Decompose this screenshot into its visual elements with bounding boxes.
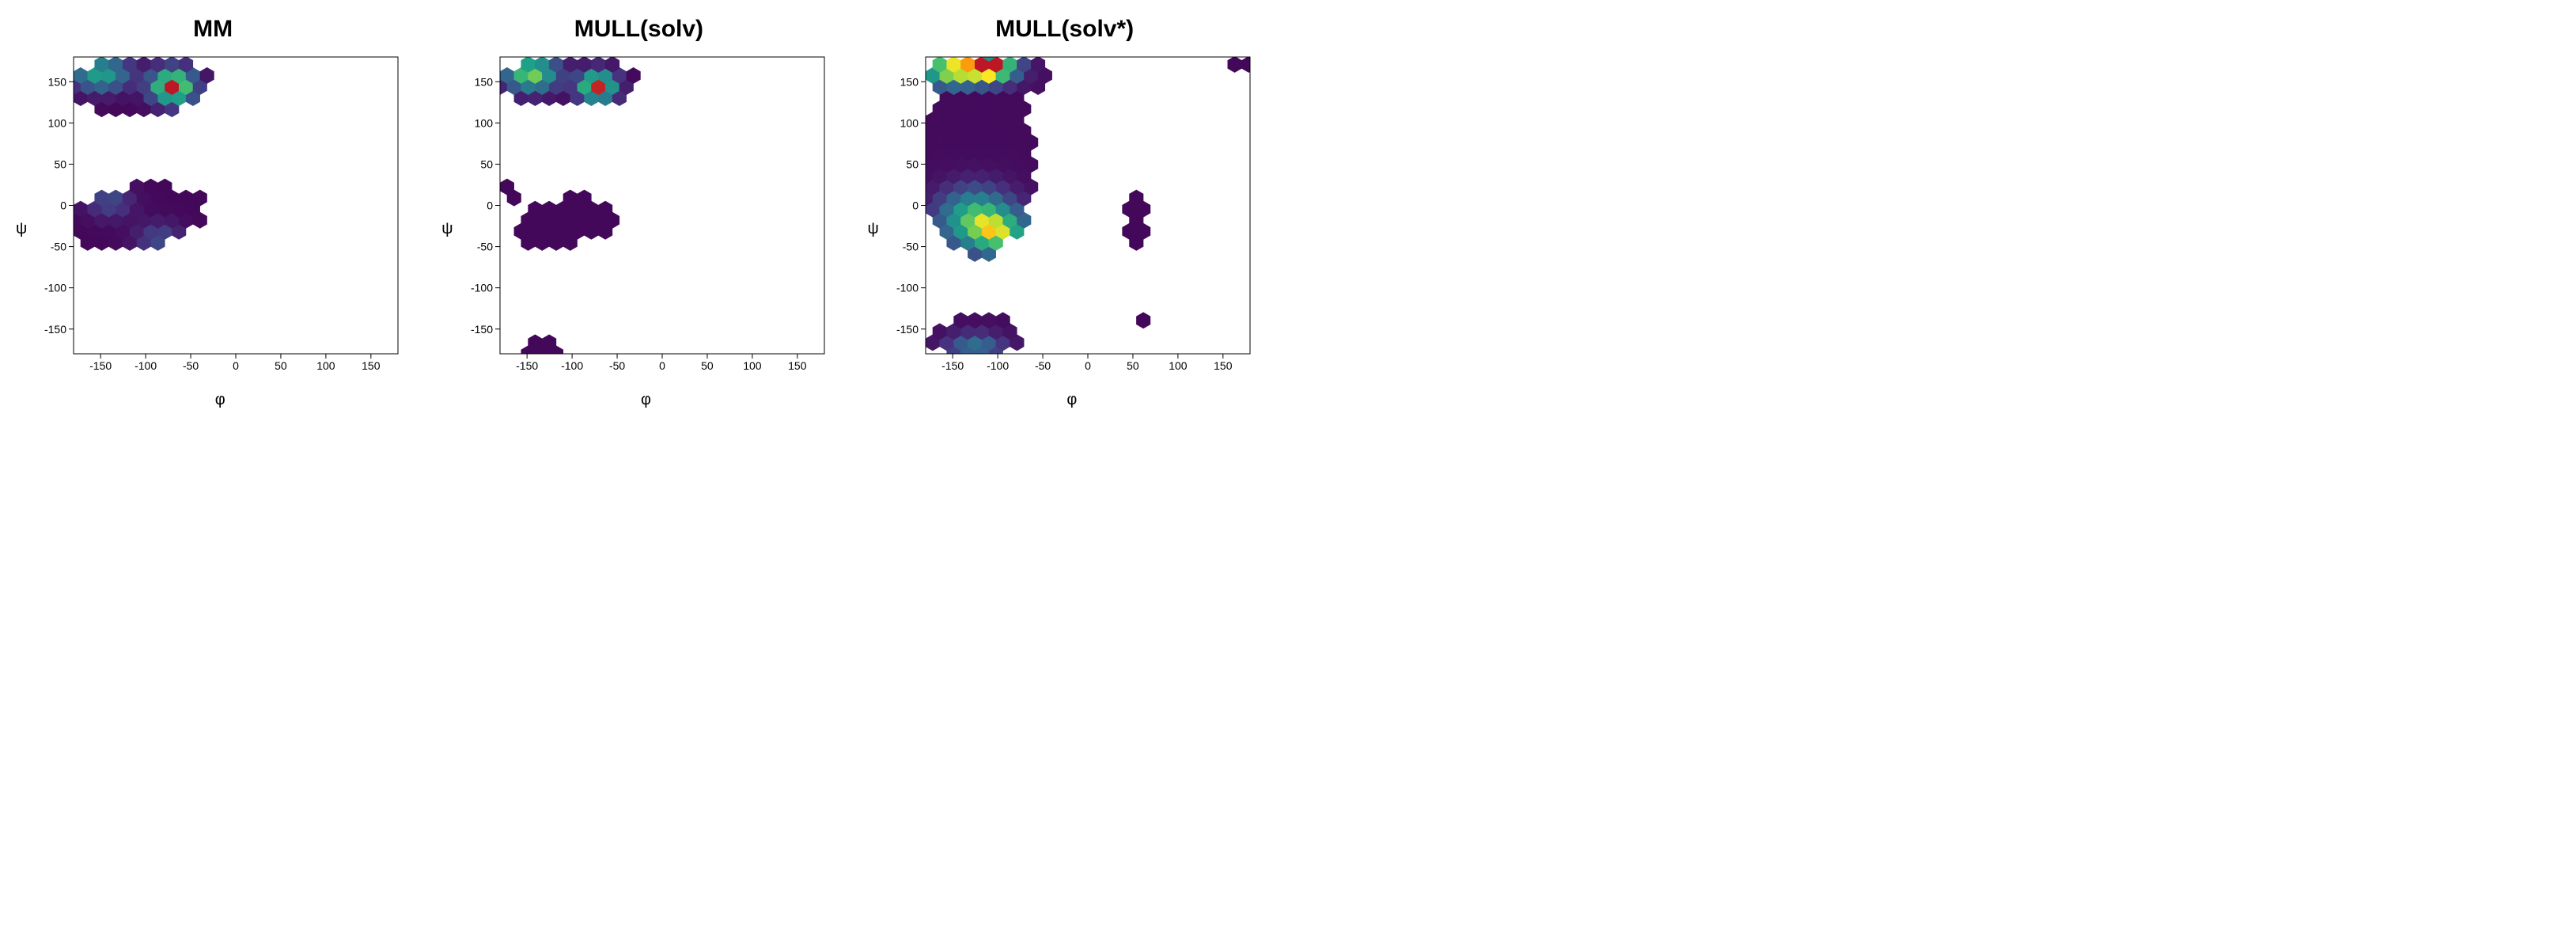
- y-tick-label: 100: [474, 116, 493, 129]
- panel-mull_solv: MULL(solv)ψ-150-100-50050100150-150-100-…: [441, 16, 835, 409]
- plot-wrap: ψ -150 -100 -50 0 50 100 150 -150 -100 -50 0 50 100 15…: [868, 49, 1262, 409]
- x-axis-label: φ: [1066, 391, 1077, 409]
- plot-wrap: ψ -150 -100 -50 0 50 100 150 -150 -100 -50 0 50 100 15…: [16, 49, 410, 409]
- y-tick-label: 150: [900, 75, 919, 88]
- hexbin-plot-mull_solv_star: -150 -100 -50 0 50 100 150 -150 -100 -50 0 50 100 150: [882, 49, 1262, 389]
- x-tick-label: 50: [1127, 359, 1139, 372]
- x-axis-label: φ: [215, 391, 225, 409]
- y-axis-label: ψ: [16, 220, 27, 238]
- x-tick-label: 100: [316, 359, 335, 372]
- y-tick-label: 50: [480, 157, 493, 170]
- panels-row: MM ψ -150 -100 -50 0 50 100 150 -150 -100 -50 0 50 100…: [16, 16, 2560, 409]
- x-tick-label: 0: [659, 359, 665, 372]
- y-tick-label: 150: [474, 75, 493, 88]
- x-tick-label: 0: [1085, 359, 1091, 372]
- y-tick-label: -50: [51, 241, 66, 253]
- x-axis-label: φ: [641, 391, 651, 409]
- hexbin-plot-mm: -150 -100 -50 0 50 100 150 -150 -100 -50 0 50 100 150: [30, 49, 410, 389]
- y-tick-label: -100: [471, 282, 493, 294]
- x-tick-label: 150: [362, 359, 381, 372]
- plot-wrap: ψ -150 -100 -50 0 50 100 150 -150 -100 -50 0 50 100 15…: [441, 49, 835, 409]
- panel-title: MULL(solv): [574, 16, 703, 43]
- x-tick-label: -100: [134, 359, 157, 372]
- panel-mm: MM ψ -150 -100 -50 0 50 100 150 -150 -100 -50 0 50 100…: [16, 16, 410, 409]
- x-tick-label: 150: [788, 359, 807, 372]
- y-tick-label: -100: [896, 282, 919, 294]
- x-tick-label: -50: [183, 359, 199, 372]
- x-tick-label: -150: [89, 359, 112, 372]
- x-tick-label: 100: [1169, 359, 1188, 372]
- plot-column: -150 -100 -50 0 50 100 150 -150 -100 -50 0 50 100 150…: [882, 49, 1262, 409]
- x-tick-label: -50: [608, 359, 624, 372]
- x-tick-label: -150: [941, 359, 964, 372]
- plot-column: -150 -100 -50 0 50 100 150 -150 -100 -50 0 50 100 150…: [30, 49, 410, 409]
- panel-title: MULL(solv*): [995, 16, 1134, 43]
- y-tick-label: -100: [44, 282, 66, 294]
- y-tick-label: 50: [55, 157, 67, 170]
- panel-title: MM: [193, 16, 233, 43]
- y-tick-label: 0: [912, 199, 919, 212]
- y-tick-label: 100: [900, 116, 919, 129]
- x-tick-label: 50: [275, 359, 287, 372]
- x-tick-label: 100: [743, 359, 762, 372]
- plot-column: -150 -100 -50 0 50 100 150 -150 -100 -50 0 50 100 150…: [456, 49, 836, 409]
- y-tick-label: 50: [906, 157, 919, 170]
- x-tick-label: 0: [233, 359, 239, 372]
- x-tick-label: 150: [1214, 359, 1233, 372]
- y-tick-label: 100: [48, 116, 67, 129]
- y-axis-label: ψ: [441, 220, 453, 238]
- x-tick-label: -100: [987, 359, 1009, 372]
- y-tick-label: -50: [476, 241, 492, 253]
- hexbin-plot-mull_solv: -150 -100 -50 0 50 100 150 -150 -100 -50 0 50 100 150: [456, 49, 836, 389]
- x-tick-label: -50: [1035, 359, 1051, 372]
- y-tick-label: -150: [44, 323, 66, 336]
- y-tick-label: -50: [903, 241, 919, 253]
- y-tick-label: -150: [896, 323, 919, 336]
- panel-mull_solv_star: MULL(solv*) ψ -150 -100 -50 0 50 100 150 -150 -100…: [868, 16, 1262, 409]
- y-tick-label: 0: [487, 199, 493, 212]
- y-tick-label: -150: [471, 323, 493, 336]
- x-tick-label: -100: [561, 359, 583, 372]
- y-tick-label: 0: [60, 199, 66, 212]
- y-axis-label: ψ: [868, 220, 879, 238]
- x-tick-label: 50: [701, 359, 714, 372]
- x-tick-label: -150: [516, 359, 538, 372]
- y-tick-label: 150: [48, 75, 67, 88]
